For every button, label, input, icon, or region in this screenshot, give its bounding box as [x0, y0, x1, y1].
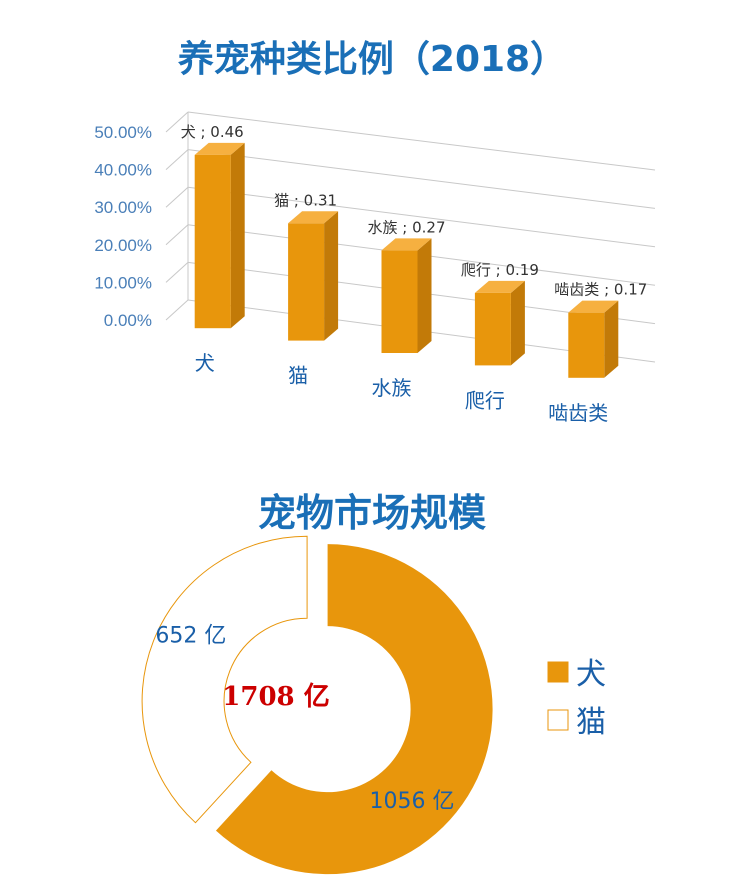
bar-side — [324, 211, 339, 341]
category-label: 水族 — [372, 376, 412, 400]
data-label: 啮齿类 ; 0.17 — [554, 281, 647, 299]
bar-啮齿类 — [568, 300, 619, 378]
donut-center-total: 1708 亿 — [222, 682, 329, 712]
bar-top — [474, 280, 525, 293]
legend-label: 犬 — [576, 657, 606, 692]
bar-front — [194, 154, 231, 329]
bar-side — [604, 300, 619, 378]
gridline-side — [165, 111, 189, 133]
bar-top — [288, 211, 339, 224]
slice-label: 1056 亿 — [370, 789, 455, 814]
gridline-side — [165, 299, 189, 321]
y-tick-label: 40.00% — [94, 161, 152, 180]
gridline — [187, 149, 656, 209]
category-label: 啮齿类 — [548, 401, 608, 425]
gridline-side — [165, 224, 189, 246]
category-label: 猫 — [288, 364, 308, 388]
slice-label: 652 亿 — [155, 623, 226, 648]
data-label: 猫 ; 0.31 — [274, 191, 337, 209]
donut-chart-title: 宠物市场规模 — [257, 491, 486, 535]
bar-front — [288, 223, 325, 341]
bar-爬行 — [474, 280, 525, 366]
bar-犬 — [194, 142, 245, 329]
y-tick-label: 10.00% — [94, 273, 152, 292]
bar-front — [381, 250, 418, 353]
gridline — [187, 186, 656, 248]
legend-swatch-猫 — [547, 709, 569, 731]
legend-swatch-犬 — [547, 661, 569, 683]
gridline — [187, 111, 656, 171]
gridline-side — [165, 149, 189, 170]
y-tick-label: 0.00% — [104, 311, 152, 330]
legend-label: 猫 — [576, 705, 606, 740]
bar-chart-title: 养宠种类比例（2018） — [177, 39, 567, 80]
bar-front — [474, 292, 511, 366]
donut-slice-犬 — [215, 544, 493, 875]
bar-chart: 0.00% 10.00% 20.00% 30.00% 40.00% 50.00% 犬 ; 0… — [94, 111, 656, 425]
bar-猫 — [288, 211, 339, 341]
bar-top — [194, 142, 245, 155]
bar-side — [510, 280, 525, 366]
data-label: 犬 ; 0.46 — [181, 123, 244, 141]
gridline-side — [165, 186, 189, 208]
bar-top — [568, 300, 619, 313]
donut-slice-猫 — [141, 535, 308, 824]
bar-top — [381, 238, 432, 251]
y-tick-label: 30.00% — [94, 198, 152, 217]
category-label: 爬行 — [465, 388, 505, 412]
bar-水族 — [381, 238, 432, 353]
data-label: 水族 ; 0.27 — [368, 218, 446, 236]
bar-side — [417, 238, 432, 353]
y-tick-label: 50.00% — [94, 123, 152, 142]
y-tick-label: 20.00% — [94, 236, 152, 255]
bar-side — [230, 142, 245, 329]
data-label: 爬行 ; 0.19 — [461, 261, 539, 279]
gridline-side — [165, 262, 189, 283]
category-label: 犬 — [195, 351, 215, 375]
bar-front — [568, 312, 605, 378]
